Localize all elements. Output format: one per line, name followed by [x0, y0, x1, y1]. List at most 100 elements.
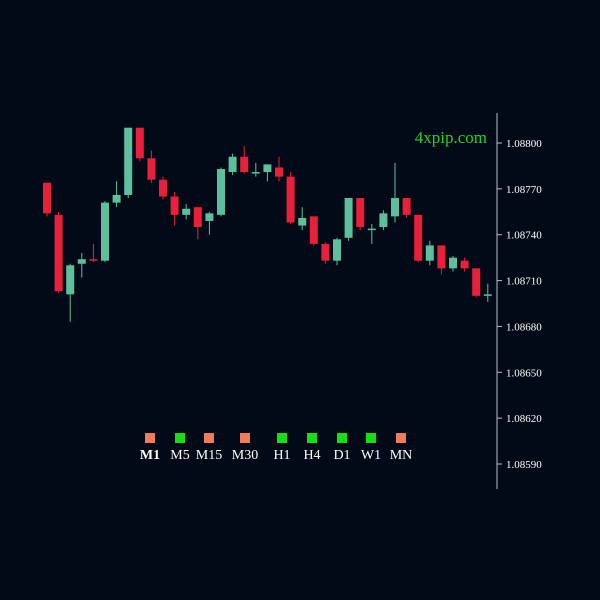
candle-body-bullish — [217, 168, 225, 215]
candle-body-bearish — [414, 214, 423, 261]
candle — [402, 198, 411, 218]
timeframe-signal-square — [396, 433, 406, 443]
y-tick-label: 1.08590 — [506, 459, 542, 471]
candle — [414, 214, 423, 263]
candle — [112, 181, 121, 208]
candle — [437, 245, 446, 275]
timeframe-selector: M1 M5 M15 M30 H1 H4 D1 W1 MN — [140, 433, 412, 463]
candle-body-bullish — [263, 164, 272, 173]
candle — [367, 224, 376, 244]
timeframe-label: MN — [390, 448, 413, 463]
candle-body-bullish — [298, 217, 307, 226]
timeframe-label: D1 — [333, 448, 350, 463]
candle — [275, 156, 283, 182]
candle — [309, 216, 318, 246]
candle-body-bearish — [43, 182, 51, 214]
candle — [217, 167, 225, 217]
candle — [43, 182, 51, 217]
y-tick-label: 1.08740 — [506, 230, 542, 242]
candle — [135, 127, 144, 162]
candle — [333, 237, 341, 266]
candle-body-bullish — [367, 228, 376, 231]
timeframe-d1[interactable]: D1 — [333, 433, 351, 463]
candle-body-bullish — [66, 265, 75, 295]
candle-body-bearish — [54, 214, 63, 292]
timeframe-m5[interactable]: M5 — [170, 433, 190, 463]
candle — [240, 146, 249, 174]
candle-body-bearish — [402, 198, 411, 215]
candle-body-bearish — [472, 268, 481, 296]
timeframe-signal-square — [204, 433, 214, 443]
candle — [89, 243, 98, 263]
candle — [66, 263, 75, 322]
candle-body-bearish — [147, 158, 156, 180]
candle — [425, 240, 434, 266]
candle-body-bearish — [460, 260, 469, 269]
timeframe-mn[interactable]: MN — [390, 433, 413, 463]
candle — [472, 268, 481, 298]
candle-body-bearish — [240, 156, 249, 173]
candle-body-bearish — [170, 196, 179, 215]
candle — [101, 201, 109, 263]
candle — [228, 153, 237, 176]
timeframe-label: M1 — [140, 448, 160, 463]
timeframe-signal-square — [175, 433, 185, 443]
watermark-text: 4xpip.com — [415, 128, 487, 147]
candle — [379, 210, 388, 231]
candle-body-bearish — [321, 243, 330, 261]
timeframe-m30[interactable]: M30 — [232, 433, 258, 463]
timeframe-label: H1 — [273, 448, 290, 463]
candle — [298, 207, 307, 231]
candle — [54, 211, 63, 293]
candle — [460, 257, 469, 272]
timeframe-label: M30 — [232, 448, 258, 463]
y-axis-ticks: 1.08800 1.08770 1.08740 1.08710 1.08680 1.086… — [497, 138, 542, 471]
timeframe-label: M15 — [196, 448, 222, 463]
timeframe-m15[interactable]: M15 — [196, 433, 222, 463]
timeframe-label: M5 — [170, 448, 189, 463]
candle-body-bearish — [89, 259, 98, 261]
candle — [483, 283, 492, 302]
candle — [449, 256, 457, 272]
candle — [286, 172, 295, 225]
timeframe-label: W1 — [361, 448, 381, 463]
timeframe-signal-square — [307, 433, 317, 443]
candle — [321, 242, 330, 264]
candle-body-bullish — [425, 245, 434, 261]
timeframe-h4[interactable]: H4 — [303, 433, 321, 463]
candle-body-bearish — [193, 207, 202, 228]
timeframe-w1[interactable]: W1 — [361, 433, 381, 463]
candle-body-bearish — [309, 216, 318, 244]
candle — [391, 162, 399, 223]
candle-body-bullish — [205, 213, 214, 221]
candle — [251, 162, 260, 177]
y-tick-label: 1.08680 — [506, 321, 542, 333]
candle-body-bullish — [124, 127, 133, 195]
candle — [205, 211, 214, 235]
timeframe-signal-square — [145, 433, 155, 443]
candle-body-bearish — [159, 179, 167, 197]
candle — [344, 198, 353, 241]
timeframe-h1[interactable]: H1 — [273, 433, 291, 463]
candle — [159, 176, 167, 200]
candle — [193, 207, 202, 240]
candle-body-bearish — [356, 198, 365, 228]
y-tick-label: 1.08620 — [506, 413, 542, 425]
y-tick-label: 1.08800 — [506, 138, 542, 150]
candle-body-bullish — [344, 198, 353, 238]
candle-body-bullish — [333, 239, 341, 261]
candle-body-bullish — [483, 294, 492, 296]
candle-body-bearish — [135, 127, 144, 159]
timeframe-signal-square — [337, 433, 347, 443]
candle — [182, 204, 191, 220]
candle-body-bearish — [437, 245, 446, 269]
timeframe-m1[interactable]: M1 — [140, 433, 160, 463]
candle-body-bullish — [77, 259, 86, 264]
candle — [124, 127, 133, 199]
y-tick-label: 1.08770 — [506, 184, 542, 196]
timeframe-label: H4 — [303, 448, 320, 463]
candle-body-bullish — [449, 257, 457, 269]
timeframe-signal-square — [240, 433, 250, 443]
